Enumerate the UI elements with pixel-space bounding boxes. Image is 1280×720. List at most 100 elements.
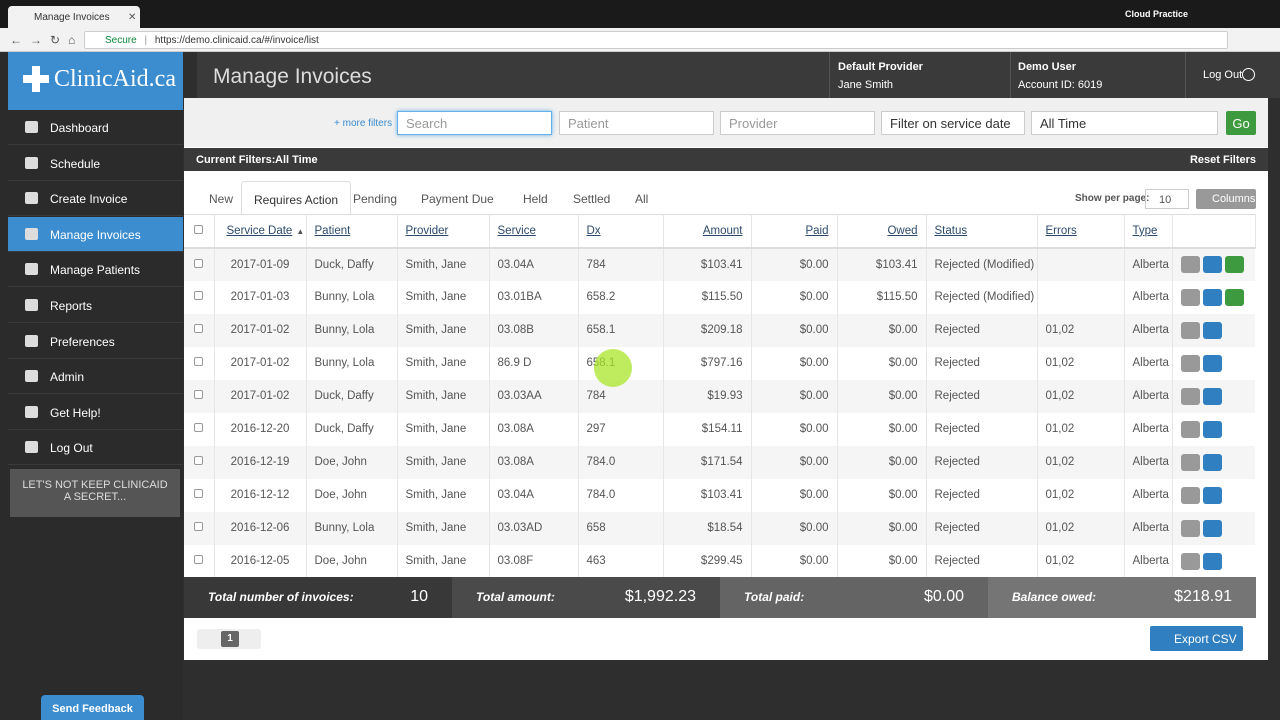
cell: Alberta [1124,346,1173,380]
view-button[interactable] [1180,354,1200,372]
edit-button[interactable] [1202,519,1222,537]
column-header[interactable]: Owed [887,224,918,237]
checkbox[interactable] [194,522,204,531]
nav-item[interactable]: Log Out [8,430,183,466]
tab[interactable]: All [635,192,649,206]
edit-button[interactable] [1202,453,1222,471]
view-button[interactable] [1180,420,1200,438]
view-button[interactable] [1180,552,1200,570]
checkbox[interactable] [194,456,204,465]
cursor-highlight [594,349,632,387]
column-header[interactable]: Service Date [226,224,293,237]
cell: Bunny, Lola [306,280,398,314]
view-button[interactable] [1180,519,1200,537]
checkbox[interactable] [194,324,204,333]
per-page-select[interactable]: 10 [1145,189,1189,209]
view-button[interactable] [1180,288,1200,306]
checkbox[interactable] [194,555,204,564]
secure-label: Secure [105,35,137,46]
total-value: $218.91 [1174,588,1232,605]
column-header[interactable]: Service [497,224,536,237]
edit-button[interactable] [1202,256,1222,273]
column-header[interactable]: Status [934,224,968,237]
cell: $0.00 [751,445,838,479]
checkbox[interactable] [194,357,204,366]
column-header[interactable]: Type [1132,224,1158,237]
tab[interactable]: Requires Action [241,181,352,215]
cell: 01,02 [1037,412,1125,446]
checkbox[interactable] [194,224,204,234]
logo-text: ClinicAid.ca [54,66,176,92]
nav-item[interactable]: Get Help! [8,395,183,430]
column-header[interactable]: Provider [405,224,449,237]
send-feedback[interactable]: Send Feedback [41,695,144,720]
cell: Duck, Daffy [306,247,398,281]
cell: $0.00 [751,544,838,578]
go-button[interactable]: Go [1226,111,1256,135]
checkbox[interactable] [194,423,204,432]
time-select[interactable]: All Time [1031,111,1218,135]
column-header[interactable]: Paid [805,224,829,237]
nav-item[interactable]: Manage Invoices [8,216,183,252]
edit-button[interactable] [1202,486,1222,504]
checkbox[interactable] [194,489,204,498]
cell: Duck, Daffy [306,379,398,413]
nav-item[interactable]: Preferences [8,324,183,359]
url: https://demo.clinicaid.ca/#/invoice/list [154,35,319,46]
submit-button[interactable] [1224,256,1244,273]
tab[interactable]: Payment Due [421,192,494,206]
promo[interactable]: LET'S NOT KEEP CLINICAID A SECRET... [10,469,180,517]
edit-button[interactable] [1202,420,1222,438]
url-box[interactable]: Secure | https://demo.clinicaid.ca/#/inv… [84,31,1228,49]
pagination: 1 [197,629,261,649]
nav-item[interactable]: Schedule [8,146,183,181]
nav-item[interactable]: Create Invoice [8,181,183,217]
checkbox[interactable] [194,291,204,300]
edit-button[interactable] [1202,288,1222,306]
export-csv[interactable]: Export CSV [1150,626,1243,651]
edit-button[interactable] [1202,387,1222,405]
edit-button[interactable] [1202,354,1222,372]
nav-item[interactable]: Manage Patients [8,252,183,288]
view-button[interactable] [1180,387,1200,405]
view-button[interactable] [1180,453,1200,471]
cell: 658 [578,511,664,545]
cell: $0.00 [837,313,927,347]
date-filter-select[interactable]: Filter on service date [881,111,1025,135]
search-input[interactable]: Search [397,111,552,135]
checkbox[interactable] [194,390,204,399]
tab[interactable]: Pending [353,192,398,206]
reset-filters[interactable]: Reset Filters [1189,154,1256,166]
logo[interactable]: ClinicAid.ca [8,52,183,110]
cell: Smith, Jane [397,313,490,347]
tab[interactable]: Settled [573,192,611,206]
view-button[interactable] [1180,321,1200,339]
column-header[interactable]: Patient [314,224,351,237]
column-header[interactable]: Errors [1045,224,1077,237]
logout[interactable]: Log Out [1203,69,1243,81]
provider-input[interactable]: Provider [720,111,875,135]
view-button[interactable] [1180,486,1200,504]
page-button[interactable]: 1 [221,631,239,647]
edit-button[interactable] [1202,321,1222,339]
nav-buttons[interactable]: ←→↻⌂ [10,33,84,47]
view-button[interactable] [1180,256,1200,273]
nav-item[interactable]: Reports [8,288,183,323]
tab[interactable]: Held [523,192,548,206]
checkbox[interactable] [194,258,204,268]
submit-button[interactable] [1224,288,1244,306]
nav-item[interactable]: Dashboard [8,110,183,145]
browser-tab[interactable]: Manage Invoices [8,6,140,28]
nav-item[interactable]: Admin [8,359,183,395]
provider-label[interactable]: Default Provider [838,61,923,73]
more-filters[interactable]: + more filters [334,118,393,129]
cell: Smith, Jane [397,280,490,314]
tab-close[interactable]: ✕ [128,12,137,23]
tab[interactable]: New [209,192,234,206]
columns-button[interactable]: Columns [1196,189,1256,209]
total-block: Total paid: $0.00 [720,577,988,618]
patient-input[interactable]: Patient [559,111,714,135]
column-header[interactable]: Amount [702,224,743,237]
edit-button[interactable] [1202,552,1222,570]
column-header[interactable]: Dx [586,224,601,237]
